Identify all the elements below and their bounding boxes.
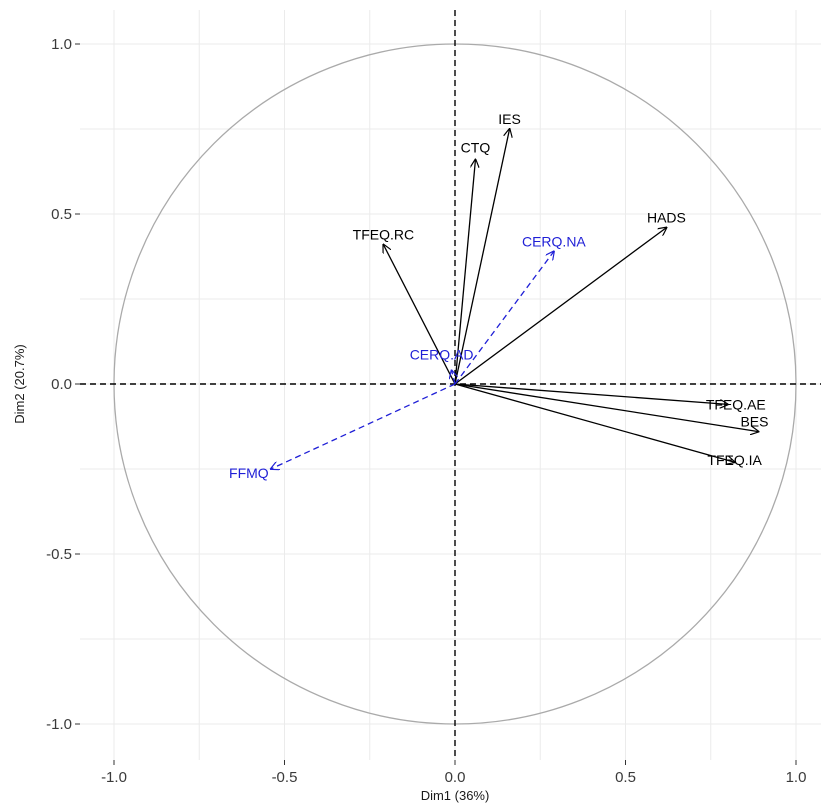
y-tick-label: 0.0 [51,376,72,393]
arrow-tfeq-ae [454,383,728,404]
label-tfeq-ia: TFEQ.IA [707,452,762,468]
label-ctq: CTQ [461,140,491,156]
arrow-ffmq [271,383,456,469]
arrow-tfeq-rc [383,245,456,385]
label-cerq-na: CERQ.NA [522,233,586,249]
arrow-bes [454,383,758,432]
y-tick-label: -0.5 [46,546,72,563]
arrow-cerq-na [454,251,554,385]
arrow-ies [454,129,510,385]
x-tick-label: 1.0 [786,769,807,786]
y-tick-label: 1.0 [51,36,72,53]
y-tick-label: 0.5 [51,206,72,223]
arrow-tfeq-ia [454,383,735,462]
y-axis-title: Dim2 (20.7%) [12,344,27,423]
arrow-cerq-ad [452,370,455,385]
y-tick-label: -1.0 [46,716,72,733]
x-tick-label: -1.0 [101,769,127,786]
grid-layer [80,10,821,760]
label-tfeq-ae: TFEQ.AE [706,396,766,412]
arrow-hads [454,228,666,385]
x-tick-label: -0.5 [272,769,298,786]
x-axis-title: Dim1 (36%) [421,788,490,803]
variable-arrows-layer: IES CTQ HADS TFEQ.RC TFEQ.AE BES TFEQ.IA CERQ.N… [229,111,768,481]
label-tfeq-rc: TFEQ.RC [353,227,414,243]
tick-layer: -1.0 -0.5 0.0 0.5 1.0 -1.0 -0.5 0.0 0.5 1.0 [46,36,806,786]
x-tick-label: 0.5 [615,769,636,786]
label-ies: IES [498,111,521,127]
label-hads: HADS [647,210,686,226]
zero-lines-layer [80,10,821,760]
label-bes: BES [740,414,768,430]
label-cerq-ad: CERQ.AD [410,346,474,362]
x-tick-label: 0.0 [445,769,466,786]
arrow-ctq [454,160,475,385]
label-ffmq: FFMQ [229,465,269,481]
